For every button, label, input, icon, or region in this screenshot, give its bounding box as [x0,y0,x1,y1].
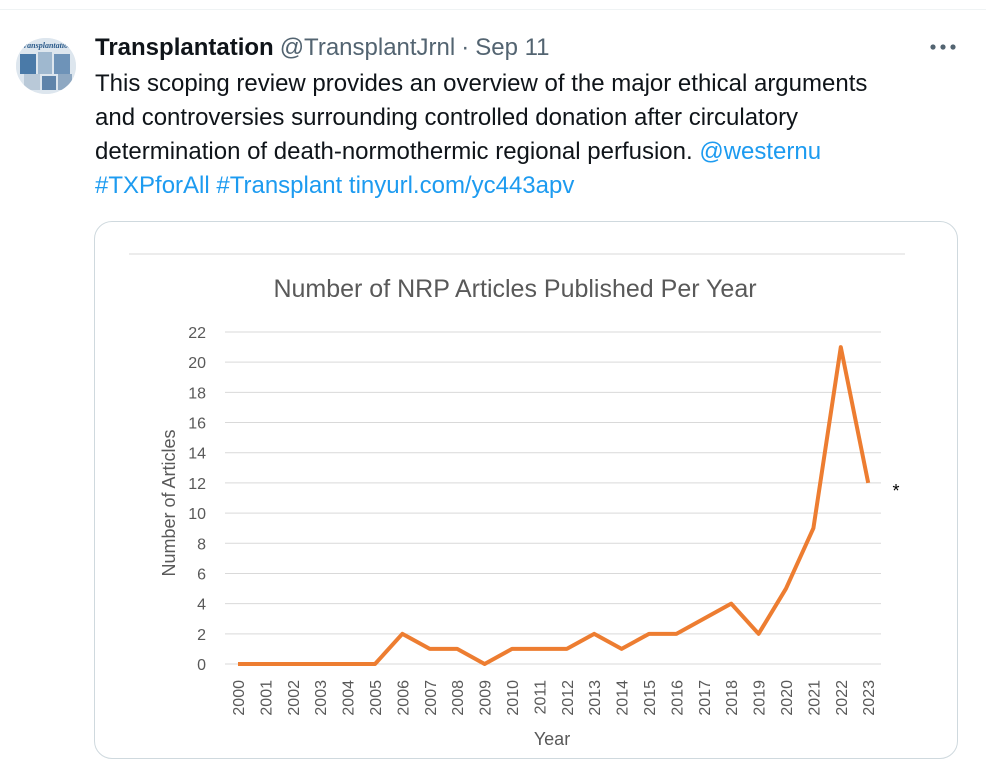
tweet-text-line-3: determination of death-normothermic regi… [95,135,955,169]
line-chart: Number of NRP Articles Published Per Yea… [129,253,905,749]
y-tick-label: 20 [188,355,206,372]
y-tick-label: 14 [188,446,206,463]
tweet-text-line-3-body: determination of death-normothermic regi… [95,138,693,165]
y-tick-labels: 0 2 4 6 8 10 12 14 16 18 20 22 [188,325,206,674]
chart-gridlines [225,331,881,665]
tweet-date[interactable]: Sep 11 [475,34,550,61]
x-tick-label: 2009 [478,680,495,716]
x-tick-label: 2007 [423,680,440,716]
tweet-text-line-2: and controversies surrounding controlled… [95,104,799,131]
chart-title: Number of NRP Articles Published Per Yea… [273,275,756,303]
tweet-header: Transplantation @TransplantJrnl · Sep 11 [95,32,550,64]
x-tick-label: 2004 [341,680,358,716]
more-button[interactable] [926,32,960,62]
x-tick-label: 2006 [395,680,412,716]
y-tick-label: 4 [197,597,206,614]
hashtag-link-transplant[interactable]: #Transplant [216,172,343,199]
x-tick-label: 2019 [752,680,769,716]
tweet-text-line-4: #TXPforAll #Transplant tinyurl.com/yc443… [95,169,955,203]
y-tick-label: 12 [188,476,206,493]
hashtag-link-txpforall[interactable]: #TXPforAll [95,172,210,199]
y-axis-label: Number of Articles [159,429,179,576]
x-tick-label: 2013 [587,680,604,716]
y-tick-label: 2 [197,627,206,644]
author-avatar[interactable]: Transplantation [16,38,76,94]
x-tick-label: 2014 [615,680,632,716]
y-tick-label: 22 [188,325,206,342]
x-tick-label: 2022 [834,680,851,716]
author-handle[interactable]: @TransplantJrnl [279,34,456,61]
x-tick-label: 2017 [697,680,714,716]
y-tick-label: 8 [197,536,206,553]
media-card[interactable]: Number of NRP Articles Published Per Yea… [94,221,958,759]
x-tick-label: 2018 [724,680,741,716]
x-tick-label: 2010 [505,680,522,716]
x-tick-label: 2021 [806,680,823,716]
x-tick-labels: 2000 2001 2002 2003 2004 2005 2006 2007 2008 2009… [231,680,878,716]
x-tick-label: 2008 [450,680,467,716]
y-tick-label: 16 [188,416,206,433]
x-tick-label: 2003 [313,680,330,716]
x-tick-label: 2000 [231,680,248,716]
x-tick-label: 2023 [861,680,878,716]
x-axis-label: Year [534,729,570,749]
y-tick-label: 10 [188,506,206,523]
x-tick-label: 2001 [258,680,275,716]
x-tick-label: 2011 [532,680,549,715]
mention-link[interactable]: @westernu [699,138,822,165]
x-tick-label: 2015 [642,680,659,716]
tweet-text-line-1: This scoping review provides an overview… [95,70,868,97]
header-separator: · [461,34,470,61]
x-tick-label: 2016 [669,680,686,716]
tweet-text: This scoping review provides an overview… [95,67,955,203]
top-divider [0,9,986,10]
url-link[interactable]: tinyurl.com/yc443apv [348,172,575,199]
series-line [238,345,871,666]
avatar-logo-text: Transplantation [19,41,73,50]
x-tick-label: 2005 [368,680,385,716]
more-icon [930,44,956,50]
y-tick-label: 6 [197,566,206,583]
x-tick-label: 2002 [286,680,303,716]
y-tick-label: 0 [197,657,206,674]
x-tick-label: 2020 [779,680,796,716]
x-tick-label: 2012 [560,680,577,716]
author-name[interactable]: Transplantation [95,34,274,61]
y-tick-label: 18 [188,385,206,402]
chart-annotation-asterisk: * [892,481,899,501]
